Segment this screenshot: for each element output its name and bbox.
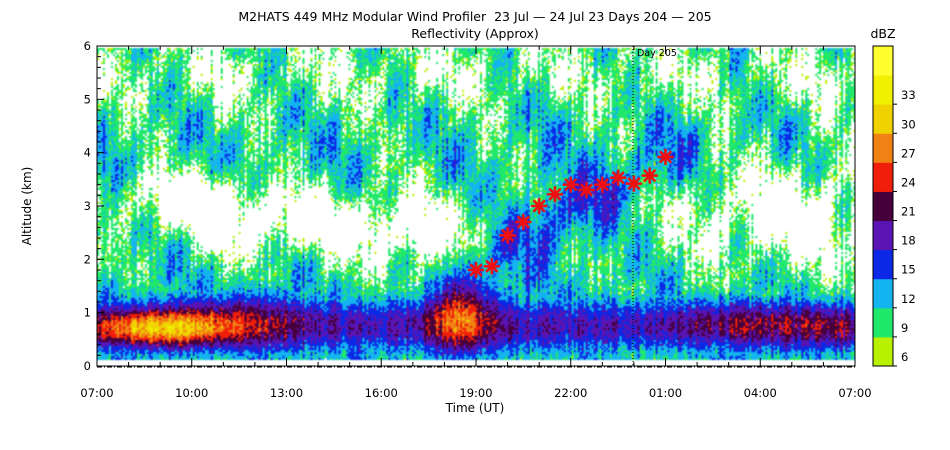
- colorbar-tick-label: 15: [901, 263, 916, 277]
- x-tick-label: 04:00: [744, 386, 777, 400]
- colorbar-tick-label: 21: [901, 205, 916, 219]
- chart-title: M2HATS 449 MHz Modular Wind Profiler 23 …: [238, 9, 711, 24]
- colorbar-tick-label: 27: [901, 146, 916, 160]
- x-tick-label: 01:00: [649, 386, 682, 400]
- reflectivity-image: [97, 46, 855, 366]
- colorbar-segment: [873, 307, 893, 338]
- colorbar-tick-label: 12: [901, 292, 916, 306]
- y-tick-label: 6: [84, 39, 91, 53]
- chart-subtitle: Reflectivity (Approx): [411, 26, 538, 41]
- colorbar-segment: [873, 249, 893, 280]
- reflectivity-field: [97, 46, 855, 366]
- x-tick-label: 07:00: [838, 386, 871, 400]
- colorbar-segment: [873, 75, 893, 105]
- colorbar-tick-label: 33: [901, 88, 916, 102]
- y-tick-label: 2: [84, 252, 91, 266]
- colorbar-tick-label: 9: [901, 321, 908, 335]
- axes: 0 1 2 3 4 5 6 07:00 10:00 13:00 16:00 19:00 22:00 01:…: [80, 39, 871, 400]
- colorbar-segment: [873, 278, 893, 309]
- colorbar-tick-label: 30: [901, 117, 916, 131]
- colorbar-unit-label: dBZ: [870, 26, 895, 41]
- colorbar-tick-label: 18: [901, 234, 916, 248]
- colorbar-segment: [873, 336, 893, 367]
- marker-point: [657, 148, 674, 166]
- marker-point: [641, 167, 659, 184]
- x-tick-label: 19:00: [459, 386, 492, 400]
- x-tick-label: 13:00: [270, 386, 303, 400]
- x-tick-label: 10:00: [175, 386, 208, 400]
- marker-point: [499, 227, 516, 244]
- x-axis-label: Time (UT): [445, 401, 505, 415]
- marker-point: [483, 257, 501, 275]
- x-tick-label: 22:00: [554, 386, 587, 400]
- y-tick-label: 5: [84, 92, 91, 106]
- marker-point: [467, 261, 485, 279]
- y-tick-label: 4: [84, 146, 91, 160]
- colorbar-frame: [872, 45, 894, 367]
- marker-point: [562, 176, 580, 193]
- marker-point: [625, 175, 643, 192]
- marker-point: [609, 169, 627, 187]
- y-tick-label: 3: [84, 199, 91, 213]
- colorbar-segment: [873, 133, 893, 163]
- marker-series: [467, 148, 674, 279]
- marker-point: [515, 213, 532, 231]
- y-tick-label: 1: [84, 306, 91, 320]
- colorbar-segment: [873, 220, 893, 251]
- colorbar-segment: [873, 46, 893, 76]
- colorbar-tick-label: 6: [901, 350, 908, 364]
- colorbar: 6 9 12 15 18 21 24 27 30 33: [872, 45, 916, 367]
- y-axis-label: Altitude (km): [20, 167, 34, 246]
- x-tick-label: 07:00: [80, 386, 113, 400]
- marker-point: [546, 185, 564, 203]
- colorbar-segment: [873, 191, 893, 222]
- day-marker-label: Day 205: [637, 48, 677, 59]
- marker-point: [594, 176, 611, 193]
- marker-point: [578, 181, 595, 199]
- colorbar-segment: [873, 162, 893, 192]
- y-tick-label: 0: [84, 359, 91, 373]
- colorbar-segment: [873, 104, 893, 134]
- colorbar-tick-label: 24: [901, 175, 916, 189]
- marker-point: [530, 197, 548, 215]
- x-tick-label: 16:00: [365, 386, 398, 400]
